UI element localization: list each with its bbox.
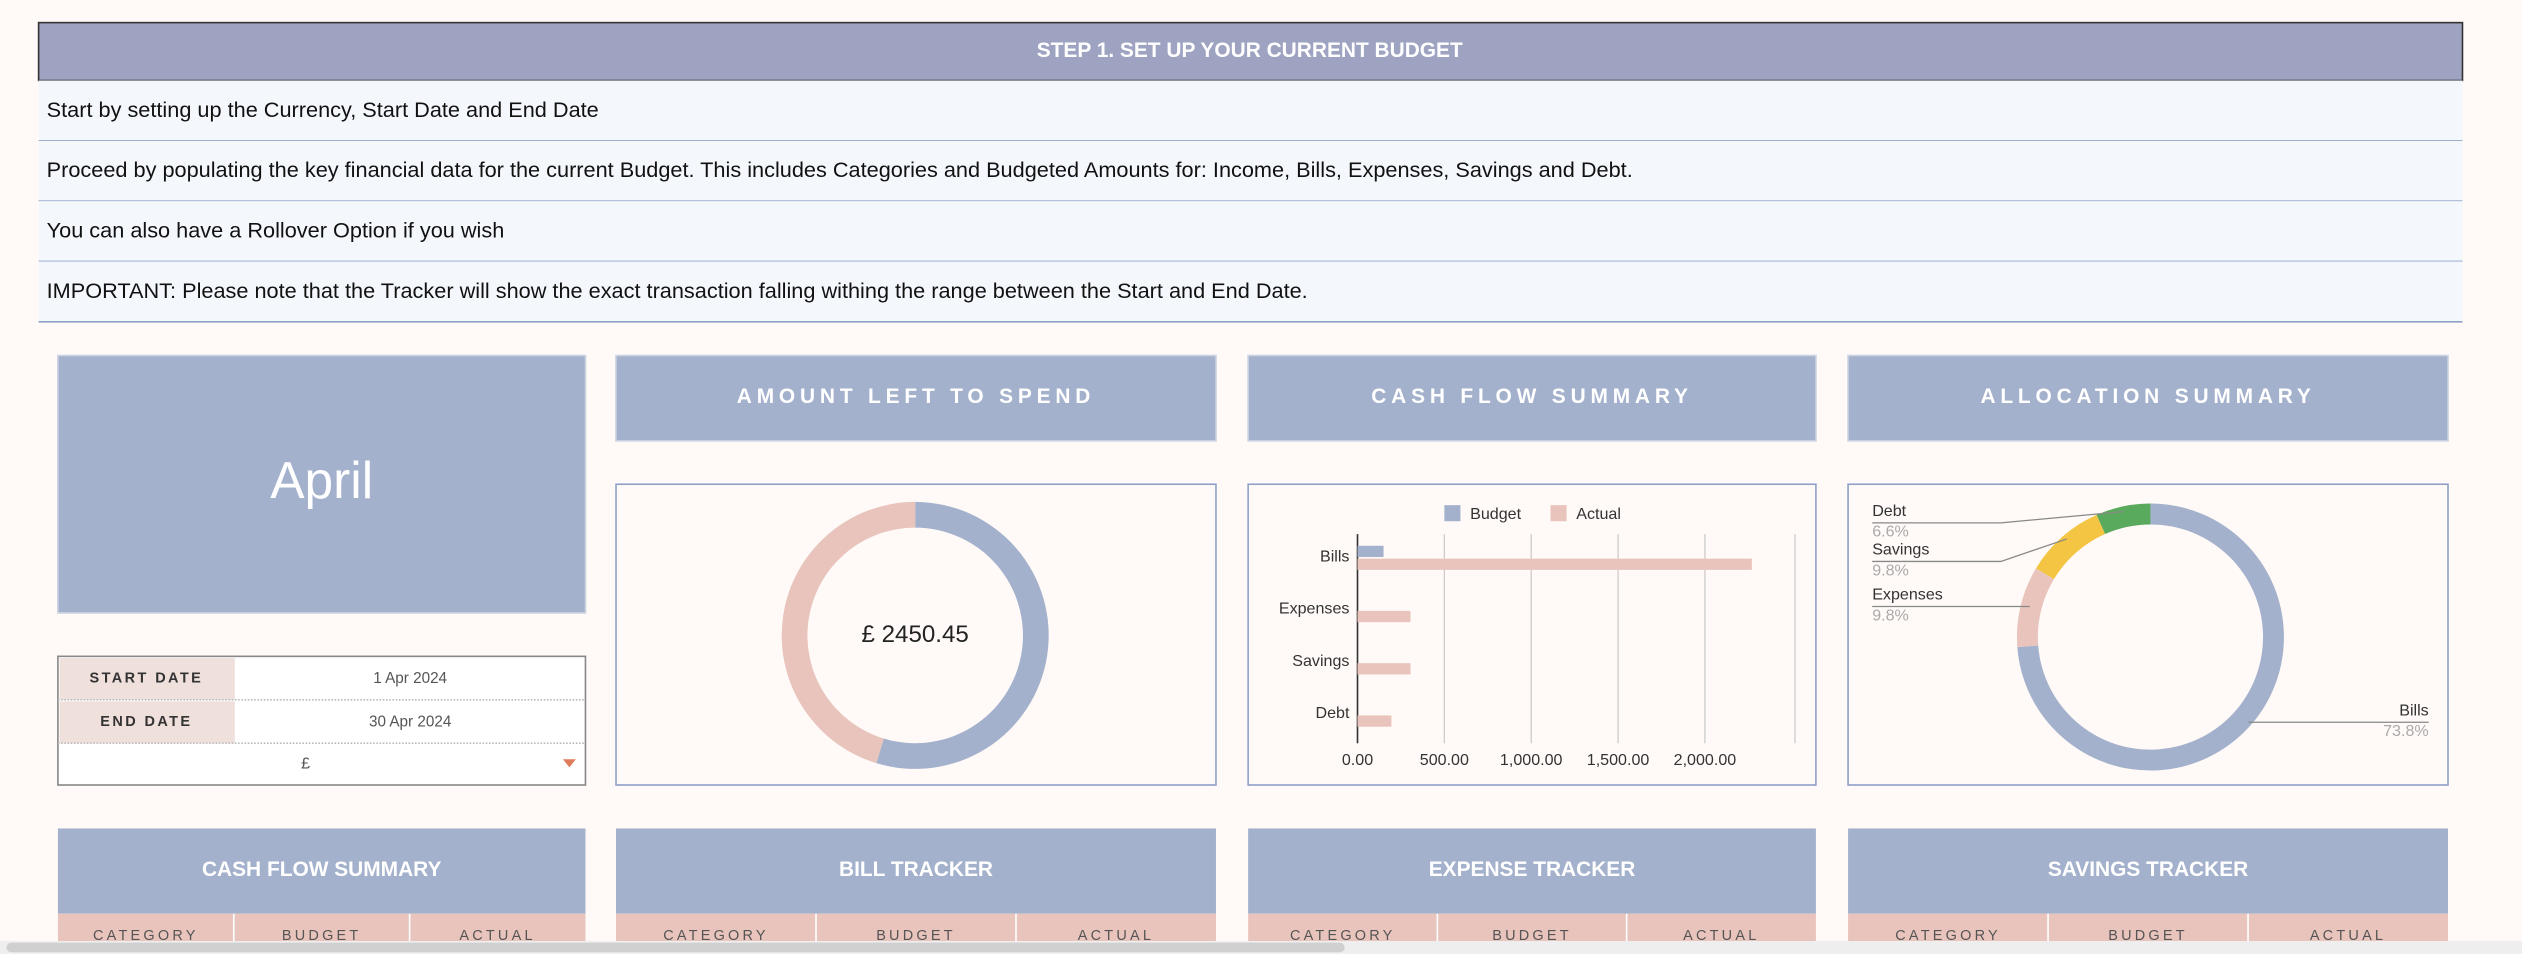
x-tick-label: 0.00 [1342, 751, 1373, 769]
leader-line [1872, 510, 2124, 524]
column-header: BUDGET [876, 928, 956, 944]
column-header: ACTUAL [2310, 928, 2386, 944]
header-title: STEP 1. SET UP YOUR CURRENT BUDGET [1037, 39, 1463, 62]
instruction-text: Proceed by populating the key financial … [47, 157, 1633, 182]
panel-header [1247, 354, 1817, 442]
instruction-text: You can also have a Rollover Option if y… [47, 217, 505, 242]
donut-segment [2096, 503, 2151, 534]
tracker-header [1848, 828, 2449, 914]
y-tick-label: Debt [1315, 704, 1349, 722]
scrollbar-thumb[interactable] [6, 942, 1345, 953]
date-label: START DATE [90, 671, 204, 687]
slice-value: 73.8% [2383, 722, 2429, 740]
column-header: BUDGET [2108, 928, 2188, 944]
tracker-title: BILL TRACKER [839, 858, 993, 881]
slice-label: Debt [1872, 502, 1906, 520]
header-bar [37, 21, 2464, 82]
leader-line [1872, 538, 2068, 563]
instruction-row [38, 261, 2463, 322]
bar [1357, 545, 1384, 558]
date-label-cell [59, 701, 235, 744]
date-label: END DATE [100, 714, 192, 730]
legend-swatch [1550, 505, 1567, 522]
column-header: CATEGORY [663, 928, 769, 944]
column-header: BUDGET [1492, 928, 1572, 944]
y-tick-label: Expenses [1279, 600, 1350, 618]
donut-segment [2016, 568, 2054, 648]
column-header: CATEGORY [1290, 928, 1396, 944]
bar [1357, 610, 1411, 623]
bar [1357, 715, 1392, 727]
bar [1357, 558, 1752, 570]
panel-title: ALLOCATION SUMMARY [1980, 385, 2315, 408]
y-tick-label: Bills [1320, 547, 1349, 565]
chart-box [1847, 483, 2449, 786]
column-header: ACTUAL [1683, 928, 1759, 944]
x-tick-label: 500.00 [1420, 751, 1469, 769]
tracker-header [57, 828, 586, 914]
legend-label: Actual [1576, 505, 1621, 523]
column-header-row [57, 913, 586, 942]
slice-label: Savings [1872, 540, 1929, 558]
date-value: 1 Apr 2024 [373, 670, 447, 687]
tracker-title: EXPENSE TRACKER [1429, 858, 1636, 881]
currency-value: £ [301, 754, 310, 772]
month-panel [57, 354, 587, 614]
legend-label: Budget [1470, 505, 1521, 523]
instruction-text: Start by setting up the Currency, Start … [47, 97, 599, 122]
panel-header [615, 354, 1217, 442]
tracker-header [1248, 828, 1816, 914]
dropdown-arrow[interactable] [562, 759, 576, 768]
chart-box [615, 483, 1217, 786]
panel-title: AMOUNT LEFT TO SPEND [737, 385, 1095, 408]
panel-header [1847, 354, 2449, 442]
legend-swatch [1444, 505, 1461, 522]
column-header-row [1248, 913, 1816, 942]
column-header: ACTUAL [1078, 928, 1154, 944]
date-value: 30 Apr 2024 [369, 713, 452, 730]
instruction-text: IMPORTANT: Please note that the Tracker … [47, 278, 1308, 303]
donut-segment [781, 501, 916, 764]
column-header: ACTUAL [459, 928, 535, 944]
x-tick-label: 1,500.00 [1587, 751, 1650, 769]
donut-segment [2035, 514, 2106, 580]
column-header: CATEGORY [1895, 928, 2001, 944]
x-tick-label: 1,000.00 [1500, 751, 1563, 769]
tracker-title: CASH FLOW SUMMARY [202, 858, 442, 881]
donut-segment [876, 501, 1049, 769]
slice-value: 6.6% [1872, 523, 1909, 541]
column-header: CATEGORY [93, 928, 199, 944]
center-amount: £ 2450.45 [862, 621, 969, 648]
y-tick-label: Savings [1292, 652, 1349, 670]
column-header-row [616, 913, 1216, 942]
instruction-row [38, 201, 2463, 262]
month-label: April [270, 451, 373, 509]
column-header-row [1848, 913, 2449, 942]
column-header: BUDGET [282, 928, 362, 944]
slice-label: Bills [2399, 701, 2428, 719]
chart-box [1247, 483, 1817, 786]
slice-value: 9.8% [1872, 561, 1909, 579]
panel-title: CASH FLOW SUMMARY [1371, 385, 1692, 408]
bar [1357, 663, 1411, 675]
instruction-row [38, 80, 2463, 141]
x-tick-label: 2,000.00 [1674, 751, 1737, 769]
slice-value: 9.8% [1872, 606, 1909, 624]
tracker-header [616, 828, 1216, 914]
instruction-row [38, 140, 2463, 202]
slice-label: Expenses [1872, 585, 1943, 603]
date-label-cell [59, 657, 235, 700]
tracker-title: SAVINGS TRACKER [2048, 858, 2248, 881]
